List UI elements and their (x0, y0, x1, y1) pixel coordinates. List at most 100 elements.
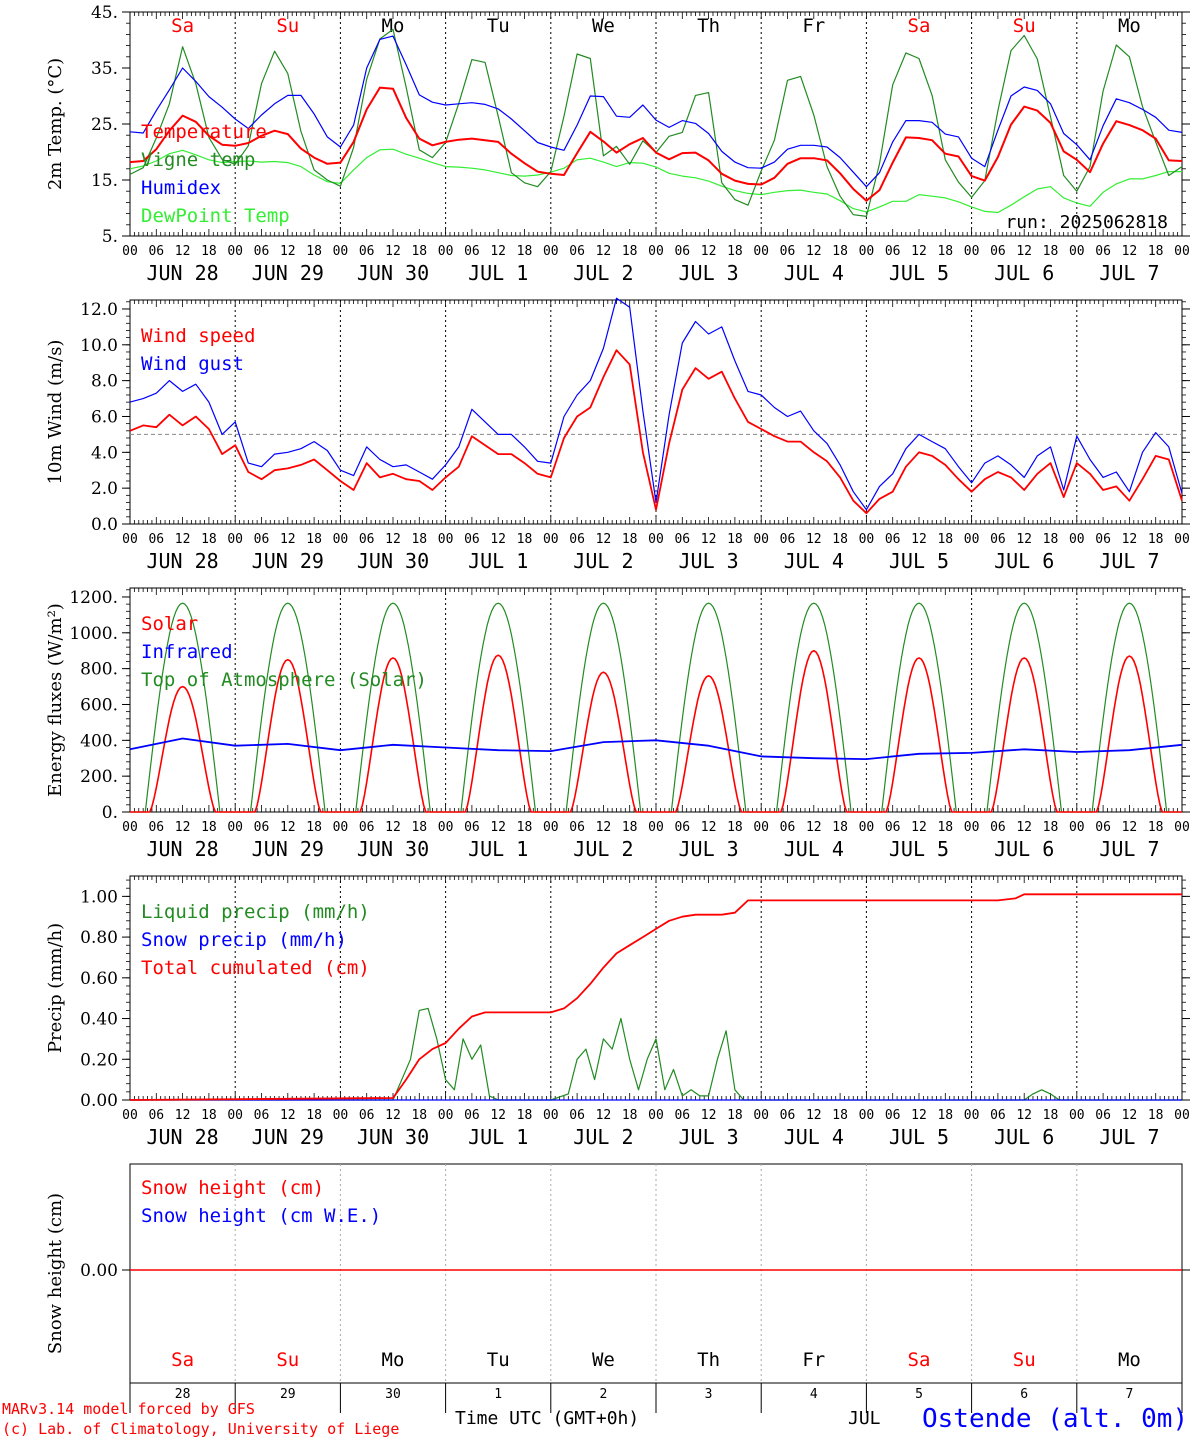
hour-tick-label: 18 (1148, 532, 1164, 547)
date-label: JUN 28 (146, 837, 218, 861)
y-tick-label: 0.00 (80, 1091, 118, 1111)
precip-panel: 00 06 12 18 00 06 12 18 00 06 12 18 00 06 12 18 00 06 12 18… (45, 875, 1190, 1149)
hour-tick-label: 00 (964, 820, 980, 835)
hour-tick-label: 00 (1069, 532, 1085, 547)
date-label: JUN 30 (357, 837, 429, 861)
date-label: JUL 5 (889, 549, 949, 573)
y-tick-label: 8.0 (91, 372, 118, 392)
day-number-label: 28 (175, 1387, 191, 1402)
series-line-solar (130, 649, 1182, 813)
hour-tick-label: 00 (964, 244, 980, 259)
hour-tick-label: 18 (201, 244, 217, 259)
hour-tick-label: 12 (1016, 1108, 1032, 1123)
month-label: JUL (848, 1408, 881, 1429)
weekday-label: Su (276, 1349, 299, 1371)
day-number-label: 6 (1020, 1387, 1028, 1402)
hour-tick-label: 00 (227, 244, 243, 259)
hour-tick-label: 00 (333, 820, 349, 835)
date-label: JUN 28 (146, 549, 218, 573)
y-tick-label: 10.0 (80, 336, 118, 356)
weekday-label: Su (1013, 1349, 1036, 1371)
date-label: JUL 2 (573, 261, 633, 285)
hour-tick-label: 00 (753, 1108, 769, 1123)
day-number-label: 7 (1125, 1387, 1133, 1402)
hour-tick-label: 12 (280, 244, 296, 259)
date-label: JUL 4 (784, 261, 844, 285)
hour-tick-label: 00 (859, 1108, 875, 1123)
hour-tick-label: 18 (1043, 1108, 1059, 1123)
date-label: JUL 5 (889, 261, 949, 285)
hour-tick-label: 06 (464, 244, 480, 259)
date-label: JUN 28 (146, 1125, 218, 1149)
hour-tick-label: 12 (490, 820, 506, 835)
hour-tick-label: 06 (885, 820, 901, 835)
series-line-temperature (129, 86, 1183, 202)
hour-tick-label: 12 (175, 1108, 191, 1123)
hour-tick-label: 06 (1095, 820, 1111, 835)
hour-tick-label: 18 (937, 1108, 953, 1123)
y-tick-label: 0.80 (80, 928, 118, 948)
hour-tick-label: 18 (622, 532, 638, 547)
y-tick-label: 45. (91, 3, 118, 23)
hour-tick-label: 00 (227, 820, 243, 835)
hour-tick-label: 06 (885, 1108, 901, 1123)
hour-tick-label: 12 (490, 244, 506, 259)
hour-tick-label: 12 (1122, 820, 1138, 835)
date-label: JUL 7 (1099, 549, 1159, 573)
hour-tick-label: 06 (464, 1108, 480, 1123)
y-tick-label: 0.00 (80, 1261, 118, 1281)
date-label: JUL 4 (784, 549, 844, 573)
series-line-wind-gust (129, 297, 1183, 511)
hour-tick-label: 18 (201, 532, 217, 547)
day-number-label: 3 (705, 1387, 713, 1402)
hour-tick-label: 12 (175, 244, 191, 259)
weekday-label: Tu (487, 1349, 510, 1371)
hour-tick-label: 00 (333, 532, 349, 547)
y-tick-label: 15. (91, 171, 118, 191)
hour-tick-label: 06 (990, 1108, 1006, 1123)
legend-entry: Snow height (cm W.E.) (141, 1205, 381, 1227)
hour-tick-label: 06 (674, 532, 690, 547)
legend-entry: Total cumulated (cm) (141, 957, 370, 979)
date-label: JUN 29 (252, 261, 324, 285)
day-number-label: 29 (280, 1387, 296, 1402)
date-label: JUL 6 (994, 261, 1054, 285)
legend-entry: Wind speed (141, 325, 255, 347)
hour-tick-label: 12 (1016, 820, 1032, 835)
hour-tick-label: 06 (885, 244, 901, 259)
hour-tick-label: 06 (780, 244, 796, 259)
y-tick-label: 600. (80, 695, 118, 715)
hour-tick-label: 00 (438, 532, 454, 547)
lab-credit: (c) Lab. of Climatology, University of L… (2, 1420, 399, 1438)
weekday-label: Mo (382, 1349, 405, 1371)
y-tick-label: 0. (102, 803, 118, 823)
hour-tick-label: 18 (832, 820, 848, 835)
hour-tick-label: 00 (859, 820, 875, 835)
hour-tick-label: 18 (517, 244, 533, 259)
hour-tick-label: 12 (175, 532, 191, 547)
hour-tick-label: 18 (306, 532, 322, 547)
date-label: JUN 29 (252, 549, 324, 573)
hour-tick-label: 00 (543, 820, 559, 835)
hour-tick-label: 00 (859, 532, 875, 547)
legend-entry: Liquid precip (mm/h) (141, 901, 370, 923)
y-tick-label: 0.0 (91, 515, 118, 535)
weekday-label: We (592, 15, 615, 37)
hour-tick-label: 06 (148, 820, 164, 835)
hour-tick-label: 18 (517, 1108, 533, 1123)
series-line-wind-speed (129, 349, 1183, 515)
hour-tick-label: 12 (385, 820, 401, 835)
series-line-total-cumulated (129, 893, 1182, 1101)
hour-tick-label: 18 (1043, 244, 1059, 259)
hour-tick-label: 00 (543, 1108, 559, 1123)
hour-tick-label: 06 (359, 820, 375, 835)
hour-tick-label: 00 (648, 1108, 664, 1123)
hour-tick-label: 12 (911, 820, 927, 835)
hour-tick-label: 00 (122, 532, 138, 547)
y-tick-label: 4.0 (91, 443, 118, 463)
y-tick-label: 400. (80, 731, 118, 751)
legend-entry: Vigne temp (141, 149, 255, 171)
y-tick-label: 35. (91, 59, 118, 79)
y-axis-label: 10m Wind (m/s) (45, 340, 66, 485)
weekday-label: Th (697, 1349, 720, 1371)
